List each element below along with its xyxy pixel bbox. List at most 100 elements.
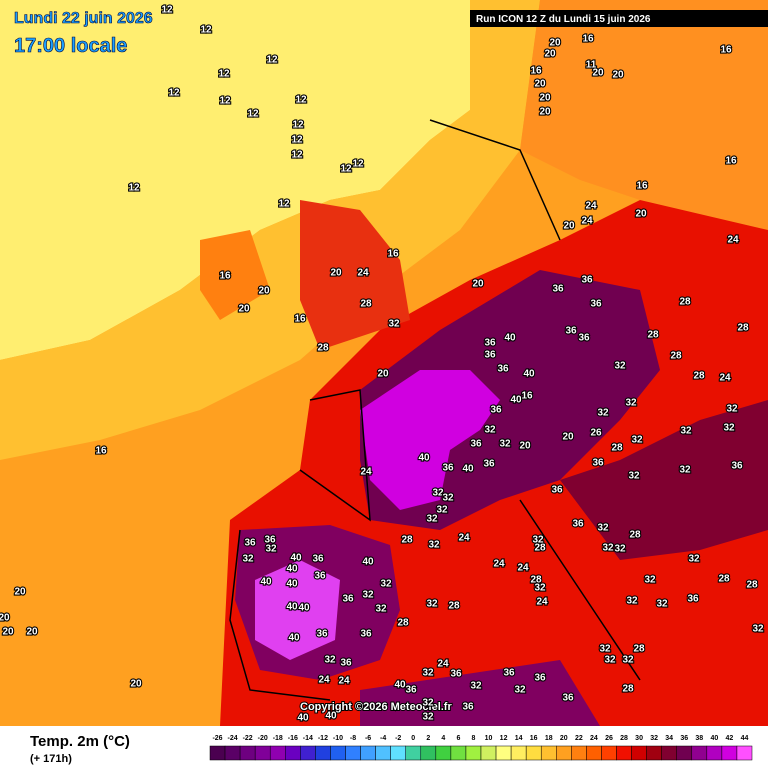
temperature-label: 36 <box>590 299 602 310</box>
temperature-label: 32 <box>534 583 546 594</box>
scale-label: -2 <box>395 735 401 742</box>
scale-swatch <box>495 745 512 761</box>
scale-swatch <box>510 745 527 761</box>
temperature-label: 28 <box>622 684 634 695</box>
temperature-label: 12 <box>219 96 231 107</box>
temperature-label: 32 <box>428 540 440 551</box>
scale-label: 22 <box>575 735 583 742</box>
scale-label: 14 <box>515 735 523 742</box>
temperature-label: 36 <box>484 338 496 349</box>
temperature-label: 32 <box>604 655 616 666</box>
scale-label: 6 <box>456 735 460 742</box>
scale-swatch <box>616 745 632 761</box>
temperature-label: 32 <box>265 544 277 555</box>
scale-swatch <box>360 745 376 761</box>
scale-label: 44 <box>741 735 749 742</box>
run-banner <box>470 10 768 27</box>
temperature-label: 12 <box>340 164 352 175</box>
scale-label: -6 <box>365 735 371 742</box>
temperature-label: 40 <box>297 713 309 724</box>
temperature-label: 36 <box>592 458 604 469</box>
temperature-label: 36 <box>342 594 354 605</box>
temperature-label: 32 <box>422 698 434 709</box>
temperature-label: 36 <box>316 629 328 640</box>
temperature-label: 16 <box>219 271 231 282</box>
scale-swatch <box>254 745 271 761</box>
temperature-label: 16 <box>294 314 306 325</box>
temperature-label: 32 <box>388 319 400 330</box>
temperature-label: 12 <box>161 5 173 16</box>
temperature-label: 36 <box>552 284 564 295</box>
temperature-label: 36 <box>340 658 352 669</box>
scale-swatch <box>676 745 693 761</box>
scale-swatch <box>480 745 497 761</box>
scale-swatch <box>736 745 753 761</box>
temperature-label: 20 <box>592 68 604 79</box>
scale-label: 18 <box>545 735 553 742</box>
temperature-label: 16 <box>636 181 648 192</box>
temperature-label: 36 <box>312 554 324 565</box>
temperature-label: 40 <box>523 369 535 380</box>
temperature-label: 12 <box>291 135 303 146</box>
temperature-label: 32 <box>626 596 638 607</box>
temperature-label: 32 <box>679 465 691 476</box>
scale-swatch <box>525 745 542 761</box>
scale-swatch <box>315 745 331 761</box>
temperature-label: 32 <box>752 624 764 635</box>
temperature-label: 40 <box>510 395 522 406</box>
scale-swatch <box>405 745 422 761</box>
coastline <box>229 119 641 701</box>
temperature-label: 28 <box>746 580 758 591</box>
temperature-label: 16 <box>720 45 732 56</box>
temperature-label: 40 <box>394 680 406 691</box>
temperature-label: 28 <box>718 574 730 585</box>
date-label: Lundi 22 juin 2026 <box>14 10 153 27</box>
temperature-label: 32 <box>514 685 526 696</box>
temperature-label: 20 <box>330 268 342 279</box>
temperature-label: 24 <box>719 373 731 384</box>
scale-label: -14 <box>303 735 313 742</box>
mild-zone <box>0 0 540 460</box>
temperature-label: 28 <box>397 618 409 629</box>
temperature-label: 32 <box>622 655 634 666</box>
temperature-label: 40 <box>325 711 337 722</box>
temperature-label: 28 <box>679 297 691 308</box>
scale-label: 38 <box>695 735 703 742</box>
extreme-france <box>360 370 500 510</box>
temperature-label: 20 <box>258 286 270 297</box>
temperature-label: 36 <box>565 326 577 337</box>
temperature-label: 16 <box>521 391 533 402</box>
temperature-label: 36 <box>360 629 372 640</box>
temperature-label: 32 <box>688 554 700 565</box>
temperature-label: 28 <box>611 443 623 454</box>
temperature-label: 28 <box>360 299 372 310</box>
temperature-label: 24 <box>458 533 470 544</box>
temperature-label: 28 <box>401 535 413 546</box>
scale-label: 4 <box>441 735 445 742</box>
copyright: Copyright ©2026 Meteociel.fr <box>300 701 452 713</box>
temperature-label: 12 <box>266 55 278 66</box>
temperature-label: 20 <box>519 441 531 452</box>
scale-label: 8 <box>472 735 476 742</box>
extreme-iberia <box>255 560 340 660</box>
temperature-label: 28 <box>629 530 641 541</box>
temperature-label: 20 <box>539 93 551 104</box>
temperature-label: 24 <box>585 201 597 212</box>
temperature-label: 36 <box>462 702 474 713</box>
scale-swatch <box>586 745 602 761</box>
temperature-label: 40 <box>298 603 310 614</box>
temperature-label: 32 <box>484 425 496 436</box>
temperature-label: 32 <box>625 398 637 409</box>
temperature-label: 12 <box>247 109 259 120</box>
scale-swatch <box>300 745 316 761</box>
temperature-label: 36 <box>405 685 417 696</box>
temperature-label: 40 <box>362 557 374 568</box>
temperature-label: 24 <box>318 675 330 686</box>
temperature-label: 24 <box>493 559 505 570</box>
scale-swatch <box>224 745 241 761</box>
temperature-label: 12 <box>168 88 180 99</box>
scale-label: 28 <box>620 735 628 742</box>
temperature-label: 32 <box>362 590 374 601</box>
temperature-label: 36 <box>534 673 546 684</box>
